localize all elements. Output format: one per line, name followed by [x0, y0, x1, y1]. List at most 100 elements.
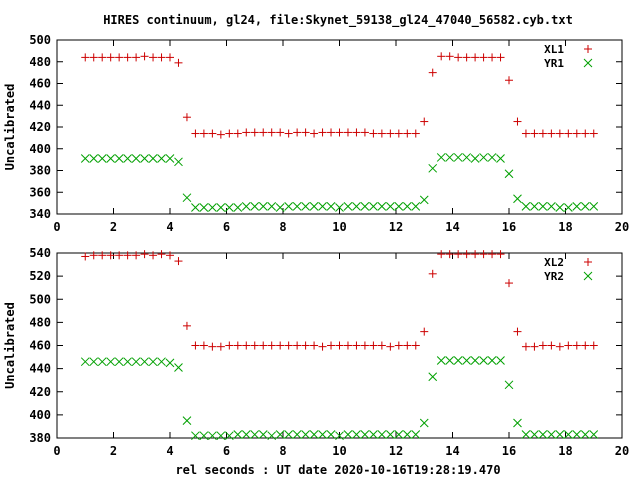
plot-frame	[56, 39, 623, 215]
data-point	[208, 431, 217, 441]
data-point	[148, 357, 158, 367]
data-point	[115, 53, 124, 62]
y-tick-label: 520	[29, 269, 51, 283]
data-point	[309, 202, 319, 211]
data-point	[580, 202, 590, 211]
legend-label: XL2	[544, 256, 564, 269]
data-point	[258, 430, 268, 439]
data-point	[327, 128, 336, 137]
data-point	[521, 129, 530, 138]
data-point	[369, 430, 378, 439]
data-point	[360, 430, 370, 439]
data-point	[123, 154, 132, 163]
data-point	[487, 356, 497, 365]
data-point	[352, 341, 361, 350]
data-point	[191, 203, 200, 212]
y-tick-label: 480	[29, 55, 51, 69]
data-point	[547, 202, 556, 211]
data-point	[131, 154, 141, 163]
data-point	[225, 129, 234, 138]
data-point	[335, 431, 344, 441]
y-tick-label: 540	[29, 246, 51, 260]
data-point	[377, 430, 387, 439]
data-point	[462, 250, 471, 259]
x-tick-label: 2	[110, 444, 117, 458]
data-point	[258, 202, 268, 211]
data-point	[301, 128, 310, 137]
data-point	[453, 153, 463, 162]
data-point	[327, 341, 336, 350]
data-point	[208, 342, 217, 351]
data-point	[343, 430, 353, 439]
data-point	[496, 154, 505, 163]
data-point	[428, 372, 438, 382]
data-point	[420, 117, 429, 126]
data-point	[318, 128, 327, 137]
data-point	[471, 250, 480, 259]
data-point	[80, 154, 90, 163]
data-point	[140, 250, 149, 259]
data-point	[191, 129, 200, 138]
x-tick-label: 12	[389, 220, 403, 234]
data-point	[487, 153, 497, 162]
data-point	[284, 341, 293, 350]
data-point	[89, 53, 98, 62]
x-tick-label: 0	[53, 220, 60, 234]
data-point	[97, 357, 107, 367]
data-point	[504, 169, 514, 179]
data-point	[250, 128, 259, 137]
data-point	[454, 250, 463, 259]
data-point	[479, 250, 488, 259]
data-point	[123, 53, 132, 62]
data-point	[335, 341, 344, 350]
data-point	[293, 341, 302, 350]
data-point	[174, 157, 183, 167]
series-xl1	[81, 52, 598, 139]
x-tick-label: 2	[110, 220, 117, 234]
series-yr2	[80, 356, 599, 441]
data-point	[572, 129, 581, 138]
data-point	[513, 194, 522, 204]
data-point	[385, 430, 395, 439]
data-point	[140, 52, 149, 61]
y-tick-label: 420	[29, 385, 51, 399]
legend-label: YR2	[544, 270, 564, 283]
data-point	[114, 357, 124, 367]
data-point	[360, 341, 369, 350]
data-point	[572, 341, 581, 350]
data-point	[318, 430, 327, 439]
data-point	[208, 203, 217, 212]
data-point	[250, 202, 260, 211]
data-point	[479, 153, 488, 162]
legend-label: XL1	[544, 43, 564, 56]
data-point	[131, 357, 141, 367]
data-point	[454, 53, 463, 62]
data-point	[521, 342, 530, 351]
data-point	[505, 279, 513, 288]
y-tick-label: 460	[29, 77, 51, 91]
data-point	[250, 430, 260, 439]
data-point	[496, 250, 505, 259]
data-point	[411, 341, 420, 350]
y-tick-label: 500	[29, 33, 51, 47]
data-point	[403, 341, 412, 350]
data-point	[555, 430, 565, 439]
data-point	[318, 342, 327, 351]
data-point	[157, 53, 166, 62]
data-point	[241, 430, 251, 439]
data-point	[564, 129, 573, 138]
x-tick-label: 14	[445, 444, 459, 458]
data-point	[182, 321, 191, 330]
data-point	[301, 430, 310, 439]
data-point	[589, 129, 598, 138]
y-tick-label: 400	[29, 408, 51, 422]
data-point	[242, 128, 251, 137]
data-point	[199, 203, 209, 212]
data-point	[267, 128, 276, 137]
data-point	[385, 202, 395, 211]
data-point	[428, 68, 437, 77]
x-tick-label: 14	[445, 220, 459, 234]
x-tick-label: 4	[166, 220, 173, 234]
data-point	[445, 356, 455, 365]
data-point	[81, 53, 90, 62]
